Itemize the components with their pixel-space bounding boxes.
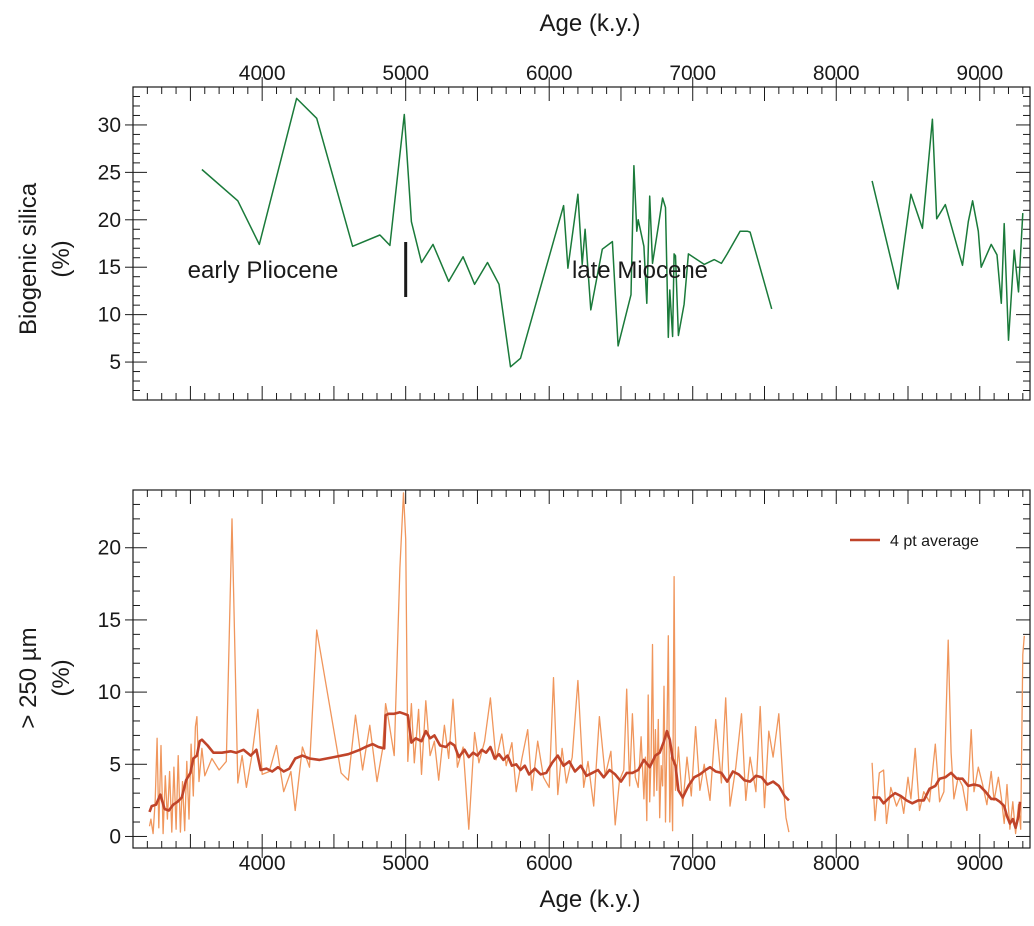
- bottom-x-tick-label: 8000: [813, 852, 860, 875]
- top-x-tick-label: 6000: [526, 62, 573, 85]
- top-x-tick-label: 4000: [239, 62, 286, 85]
- epoch-band: early Pliocene late Miocene: [188, 242, 708, 297]
- legend: 4 pt average: [850, 533, 979, 550]
- bottom-series-coarse-line: [871, 635, 1025, 835]
- bottom-series-average-line: [872, 771, 1022, 830]
- coarse-fraction-panel: Age (k.y.) > 250 µm (%) 4000 5000 6000 7000…: [15, 489, 1031, 913]
- bottom-x-tick-label: 6000: [526, 852, 573, 875]
- top-y-axis-title-line1: Biogenic silica: [15, 182, 42, 335]
- bottom-y-tick-label: 0: [109, 825, 121, 848]
- biogenic-silica-panel: Age (k.y.) Biogenic silica (%) 4000 5000 6…: [15, 10, 1031, 401]
- top-y-tick-label: 20: [98, 209, 121, 232]
- bottom-y-tick-label: 20: [98, 537, 121, 560]
- top-x-tick-label: 8000: [813, 62, 860, 85]
- bottom-y-axis-title-line1: > 250 µm: [15, 627, 42, 728]
- top-plot-frame: [132, 86, 1031, 401]
- top-x-axis-title: Age (k.y.): [540, 10, 641, 37]
- bottom-x-axis-title: Age (k.y.): [540, 886, 641, 913]
- top-x-tick-label: 9000: [956, 62, 1003, 85]
- bottom-x-tick-label: 9000: [956, 852, 1003, 875]
- top-series-silica-line: [201, 97, 773, 368]
- top-x-tick-label: 5000: [382, 62, 429, 85]
- top-y-tick-label: 5: [109, 351, 121, 374]
- top-y-tick-label: 30: [98, 114, 121, 137]
- top-y-tick-label: 25: [98, 161, 121, 184]
- bottom-series-coarse-line: [148, 492, 790, 835]
- top-axes: 4000 5000 6000 7000 8000 9000 5 10 15 20 25 30: [98, 62, 1031, 401]
- bottom-y-axis-title-line2: (%): [48, 659, 75, 696]
- top-series: [201, 97, 1024, 368]
- top-y-tick-label: 10: [98, 304, 121, 327]
- bottom-plot-frame: [132, 489, 1031, 849]
- bottom-y-tick-label: 15: [98, 609, 121, 632]
- epoch-label-early-pliocene: early Pliocene: [188, 257, 339, 284]
- top-x-tick-label: 7000: [669, 62, 716, 85]
- bottom-y-tick-label: 10: [98, 681, 121, 704]
- bottom-x-tick-label: 4000: [239, 852, 286, 875]
- bottom-axes: 4000 5000 6000 7000 8000 9000 0 5 10 15 20: [98, 489, 1031, 875]
- bottom-x-tick-label: 7000: [669, 852, 716, 875]
- bottom-y-tick-label: 5: [109, 753, 121, 776]
- top-y-axis-title-line2: (%): [48, 240, 75, 277]
- legend-label: 4 pt average: [890, 533, 979, 550]
- bottom-series: [148, 492, 1025, 835]
- epoch-label-late-miocene: late Miocene: [572, 257, 708, 284]
- bottom-series-average-line: [148, 711, 790, 813]
- top-y-tick-label: 15: [98, 256, 121, 279]
- top-series-silica-line: [871, 118, 1024, 341]
- bottom-x-tick-label: 5000: [382, 852, 429, 875]
